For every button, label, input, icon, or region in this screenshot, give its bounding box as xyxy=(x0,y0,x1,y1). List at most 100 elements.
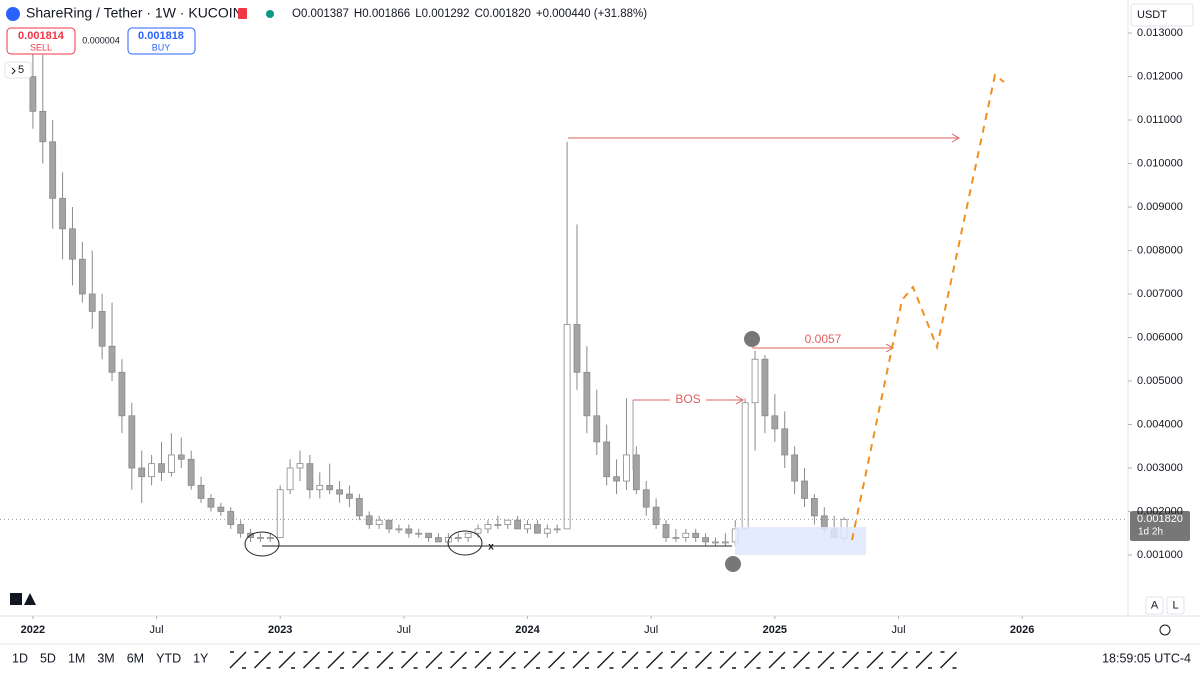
tool-icon[interactable] xyxy=(793,651,810,669)
candle-body xyxy=(642,489,650,508)
tool-icon[interactable] xyxy=(817,651,835,669)
tool-icon[interactable] xyxy=(401,651,418,669)
candle-body xyxy=(257,537,264,539)
candle-body xyxy=(187,458,195,486)
tool-icon[interactable] xyxy=(891,651,908,669)
tool-icon[interactable] xyxy=(278,651,296,669)
candle-body xyxy=(365,515,373,525)
tool-icon[interactable] xyxy=(646,651,663,669)
flag-icon[interactable] xyxy=(238,8,247,19)
arrow-head xyxy=(951,133,961,143)
candle-body xyxy=(108,345,116,373)
y-tick-label: 0.003000 xyxy=(1137,462,1183,474)
sell-button[interactable] xyxy=(6,27,76,55)
timeframe-button[interactable]: 6M xyxy=(127,651,144,665)
candle-body xyxy=(494,524,502,526)
candle-body xyxy=(148,463,156,478)
candle-body xyxy=(49,141,57,199)
candle-body xyxy=(39,110,47,143)
candle-body xyxy=(534,524,541,534)
x-tick-label: 2026 xyxy=(1010,624,1034,636)
tool-icon[interactable] xyxy=(548,651,565,669)
timeframe-button[interactable]: 1D xyxy=(12,651,28,665)
arrow-head xyxy=(735,395,745,405)
tool-icon[interactable] xyxy=(597,651,614,669)
candle-body xyxy=(385,519,393,530)
candle-body xyxy=(395,528,403,531)
ellipse xyxy=(447,530,483,556)
settings-icon[interactable] xyxy=(1159,624,1171,636)
x-tick-label: 2022 xyxy=(21,624,45,636)
tool-icon[interactable] xyxy=(499,651,516,669)
candle-body xyxy=(781,428,789,456)
candle-body xyxy=(702,537,709,543)
tool-icon[interactable] xyxy=(670,651,688,669)
legend-label: H xyxy=(354,8,362,20)
tool-icon[interactable] xyxy=(229,651,247,669)
legend-value: 0.001820 xyxy=(483,8,531,20)
tool-icon[interactable] xyxy=(866,651,884,669)
candle-body xyxy=(662,524,670,538)
tool-icon[interactable] xyxy=(523,651,541,669)
candle-body xyxy=(425,532,432,538)
candle-body xyxy=(78,258,86,295)
spread: 0.000004 xyxy=(82,35,120,45)
tool-icon[interactable] xyxy=(572,651,590,669)
timeframe-button[interactable]: 1Y xyxy=(193,651,209,665)
x-tick-label: Jul xyxy=(397,624,411,636)
tool-icon[interactable] xyxy=(303,651,320,669)
tool-icon[interactable] xyxy=(376,651,394,669)
candle-body xyxy=(69,228,76,260)
tool-icon[interactable] xyxy=(940,651,957,669)
candle-body xyxy=(761,358,769,417)
candle-body xyxy=(29,76,37,112)
x-tick-label: 2025 xyxy=(763,624,787,636)
timeframe-button[interactable]: 1M xyxy=(68,651,85,665)
tool-icon[interactable] xyxy=(327,651,345,669)
x-tick-label: 2023 xyxy=(268,624,292,636)
tool-icon[interactable] xyxy=(695,651,712,669)
tool-icon[interactable] xyxy=(352,651,369,669)
tool-icon[interactable] xyxy=(474,651,492,669)
timeframe-button[interactable]: YTD xyxy=(156,651,181,665)
buy-label: BUY xyxy=(152,42,171,52)
candle-body xyxy=(652,506,660,525)
log-scale-button[interactable] xyxy=(1166,596,1185,615)
candle-body xyxy=(346,493,353,499)
legend-value: 0.001866 xyxy=(362,8,410,20)
candle-body xyxy=(464,532,472,538)
currency-select[interactable] xyxy=(1130,3,1194,27)
tool-icon[interactable] xyxy=(842,651,859,669)
tool-icon[interactable] xyxy=(254,651,271,669)
price-tag xyxy=(1130,511,1190,541)
candle-body xyxy=(98,311,106,347)
tool-icon[interactable] xyxy=(915,651,933,669)
candle-body xyxy=(771,415,779,430)
legend-label: L xyxy=(415,8,422,20)
candle-body xyxy=(217,506,225,512)
timeframe-button[interactable]: 5D xyxy=(40,651,56,665)
x-tick-label: Jul xyxy=(891,624,905,636)
tool-icon[interactable] xyxy=(768,651,786,669)
countdown: 1d 2h xyxy=(1138,527,1163,538)
symbol-title: ShareRing / Tether · 1W · KUCOIN xyxy=(26,5,243,21)
tool-icon[interactable] xyxy=(744,651,761,669)
tool-icon[interactable] xyxy=(450,651,467,669)
indicator-count[interactable] xyxy=(4,61,32,79)
candle-body xyxy=(632,454,640,491)
y-tick-label: 0.002000 xyxy=(1137,505,1183,517)
candle-body xyxy=(316,484,324,491)
candle-body xyxy=(623,454,630,482)
candle-body xyxy=(296,463,304,469)
candle-body xyxy=(276,489,284,538)
candle-body xyxy=(741,402,749,530)
candle-body xyxy=(820,515,828,530)
tool-icon[interactable] xyxy=(425,651,443,669)
y-tick-label: 0.008000 xyxy=(1137,244,1183,256)
timeframe-button[interactable]: 3M xyxy=(97,651,114,665)
auto-scale-button[interactable] xyxy=(1145,596,1164,615)
tool-icon[interactable] xyxy=(621,651,639,669)
buy-button[interactable] xyxy=(127,27,196,55)
tool-icon[interactable] xyxy=(719,651,737,669)
